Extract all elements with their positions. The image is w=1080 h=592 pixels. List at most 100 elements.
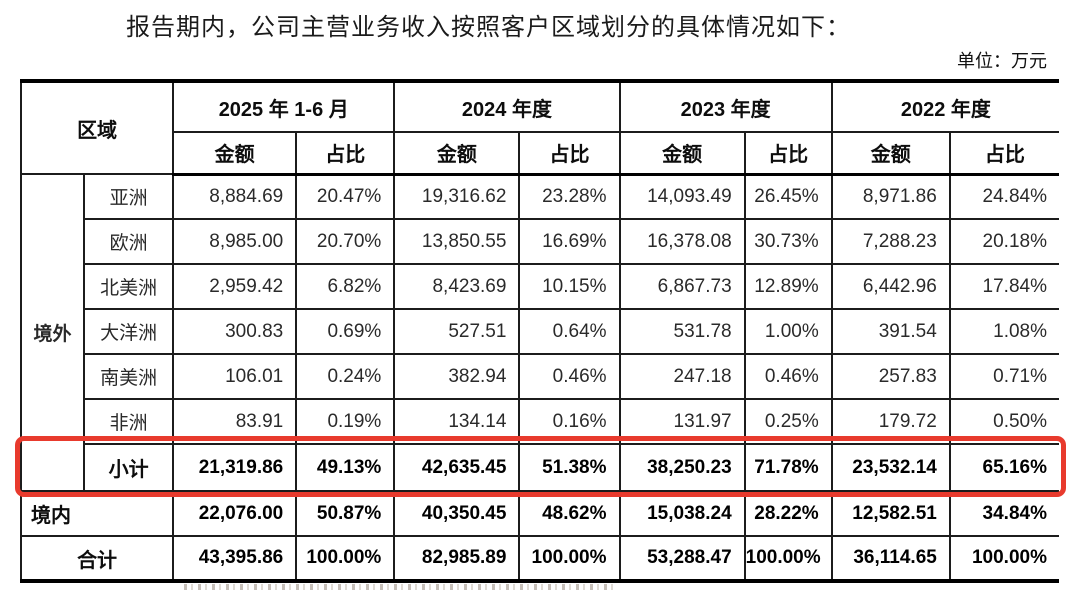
value-cell: 82,985.89	[393, 535, 521, 582]
value-cell: 8,884.69	[172, 173, 298, 220]
row-label: 南美洲	[83, 353, 175, 400]
value-cell: 50.87%	[295, 490, 396, 537]
value-cell: 36,114.65	[830, 535, 951, 582]
value-cell: 2,959.42	[172, 263, 298, 310]
unit-label: 单位：万元	[957, 51, 1047, 71]
region-group-label: 境外	[19, 173, 86, 492]
table-row: 境内 22,076.00 50.87% 40,350.45 48.62% 15,038.2…	[19, 490, 1059, 537]
value-cell: 40,350.45	[393, 490, 521, 537]
value-cell: 0.16%	[518, 398, 621, 445]
value-cell: 247.18	[618, 353, 746, 400]
value-cell: 0.46%	[743, 353, 833, 400]
amount-header: 金额	[393, 131, 521, 176]
value-cell: 134.14	[393, 398, 521, 445]
row-label: 非洲	[83, 398, 175, 445]
value-cell: 6.82%	[295, 263, 396, 310]
value-cell: 0.19%	[295, 398, 396, 445]
value-cell: 300.83	[172, 308, 298, 355]
ratio-header: 占比	[295, 131, 396, 176]
ratio-header: 占比	[518, 131, 621, 176]
value-cell: 24.84%	[948, 173, 1059, 220]
value-cell: 65.16%	[948, 443, 1059, 492]
value-cell: 21,319.86	[172, 443, 298, 492]
value-cell: 14,093.49	[618, 173, 746, 220]
period-header-2024: 2024 年度	[393, 80, 621, 133]
amount-header: 金额	[172, 131, 298, 176]
value-cell: 100.00%	[518, 535, 621, 582]
value-cell: 1.00%	[743, 308, 833, 355]
value-cell: 0.69%	[295, 308, 396, 355]
value-cell: 23,532.14	[830, 443, 951, 492]
value-cell: 100.00%	[743, 535, 833, 582]
value-cell: 6,442.96	[830, 263, 951, 310]
value-cell: 106.01	[172, 353, 298, 400]
ratio-header: 占比	[948, 131, 1059, 176]
value-cell: 391.54	[830, 308, 951, 355]
period-header-2023: 2023 年度	[618, 80, 833, 133]
table-body: 境外 亚洲 8,884.69 20.47% 19,316.62 23.28% 14,093.…	[19, 173, 1059, 582]
value-cell: 42,635.45	[393, 443, 521, 492]
value-cell: 26.45%	[743, 173, 833, 220]
value-cell: 53,288.47	[618, 535, 746, 582]
row-label: 合计	[19, 535, 175, 582]
value-cell: 6,867.73	[618, 263, 746, 310]
value-cell: 22,076.00	[172, 490, 298, 537]
amount-header: 金额	[618, 131, 746, 176]
value-cell: 17.84%	[948, 263, 1059, 310]
value-cell: 8,971.86	[830, 173, 951, 220]
region-column-header: 区域	[19, 80, 175, 175]
value-cell: 0.50%	[948, 398, 1059, 445]
period-header-2025: 2025 年 1-6 月	[172, 80, 396, 133]
value-cell: 43,395.86	[172, 535, 298, 582]
page-title: 报告期内，公司主营业务收入按照客户区域划分的具体情况如下：	[126, 15, 851, 41]
row-label: 欧洲	[83, 218, 175, 265]
row-label: 大洋洲	[83, 308, 175, 355]
value-cell: 0.24%	[295, 353, 396, 400]
clipped-footnote-text	[184, 584, 614, 590]
value-cell: 16,378.08	[618, 218, 746, 265]
value-cell: 7,288.23	[830, 218, 951, 265]
value-cell: 527.51	[393, 308, 521, 355]
row-label: 小计	[83, 443, 175, 492]
table-row: 小计 21,319.86 49.13% 42,635.45 51.38% 38,250.2…	[21, 443, 1059, 492]
value-cell: 0.71%	[948, 353, 1059, 400]
value-cell: 28.22%	[743, 490, 833, 537]
ratio-header: 占比	[743, 131, 833, 176]
value-cell: 51.38%	[518, 443, 621, 492]
table-subheader-row: 金额 占比 金额 占比 金额 占比 金额 占比	[21, 131, 1059, 176]
value-cell: 15,038.24	[618, 490, 746, 537]
value-cell: 20.70%	[295, 218, 396, 265]
value-cell: 100.00%	[295, 535, 396, 582]
value-cell: 8,423.69	[393, 263, 521, 310]
table-row: 南美洲 106.01 0.24% 382.94 0.46% 247.18 0.46% 257.…	[21, 353, 1059, 400]
value-cell: 71.78%	[743, 443, 833, 492]
value-cell: 257.83	[830, 353, 951, 400]
value-cell: 48.62%	[518, 490, 621, 537]
table-row: 境外 亚洲 8,884.69 20.47% 19,316.62 23.28% 14,093.…	[19, 173, 1059, 492]
value-cell: 531.78	[618, 308, 746, 355]
period-header-2022: 2022 年度	[830, 80, 1059, 133]
table-header-row: 区域 2025 年 1-6 月 2024 年度 2023 年度 2022 年度	[19, 80, 1059, 175]
value-cell: 10.15%	[518, 263, 621, 310]
value-cell: 8,985.00	[172, 218, 298, 265]
row-label: 境内	[19, 490, 175, 537]
revenue-by-region-table: 区域 2025 年 1-6 月 2024 年度 2023 年度 2022 年度 …	[19, 79, 1059, 583]
value-cell: 13,850.55	[393, 218, 521, 265]
table-row: 北美洲 2,959.42 6.82% 8,423.69 10.15% 6,867.73 12…	[21, 263, 1059, 310]
value-cell: 0.25%	[743, 398, 833, 445]
table-row: 欧洲 8,985.00 20.70% 13,850.55 16.69% 16,378.08…	[21, 218, 1059, 265]
value-cell: 382.94	[393, 353, 521, 400]
table-row: 非洲 83.91 0.19% 134.14 0.16% 131.97 0.25% 179.72…	[21, 398, 1059, 445]
value-cell: 100.00%	[948, 535, 1059, 582]
value-cell: 19,316.62	[393, 173, 521, 220]
row-label: 北美洲	[83, 263, 175, 310]
value-cell: 30.73%	[743, 218, 833, 265]
table-row: 大洋洲 300.83 0.69% 527.51 0.64% 531.78 1.00% 391.…	[21, 308, 1059, 355]
value-cell: 179.72	[830, 398, 951, 445]
value-cell: 23.28%	[518, 173, 621, 220]
value-cell: 20.18%	[948, 218, 1059, 265]
amount-header: 金额	[830, 131, 951, 176]
value-cell: 16.69%	[518, 218, 621, 265]
value-cell: 12.89%	[743, 263, 833, 310]
